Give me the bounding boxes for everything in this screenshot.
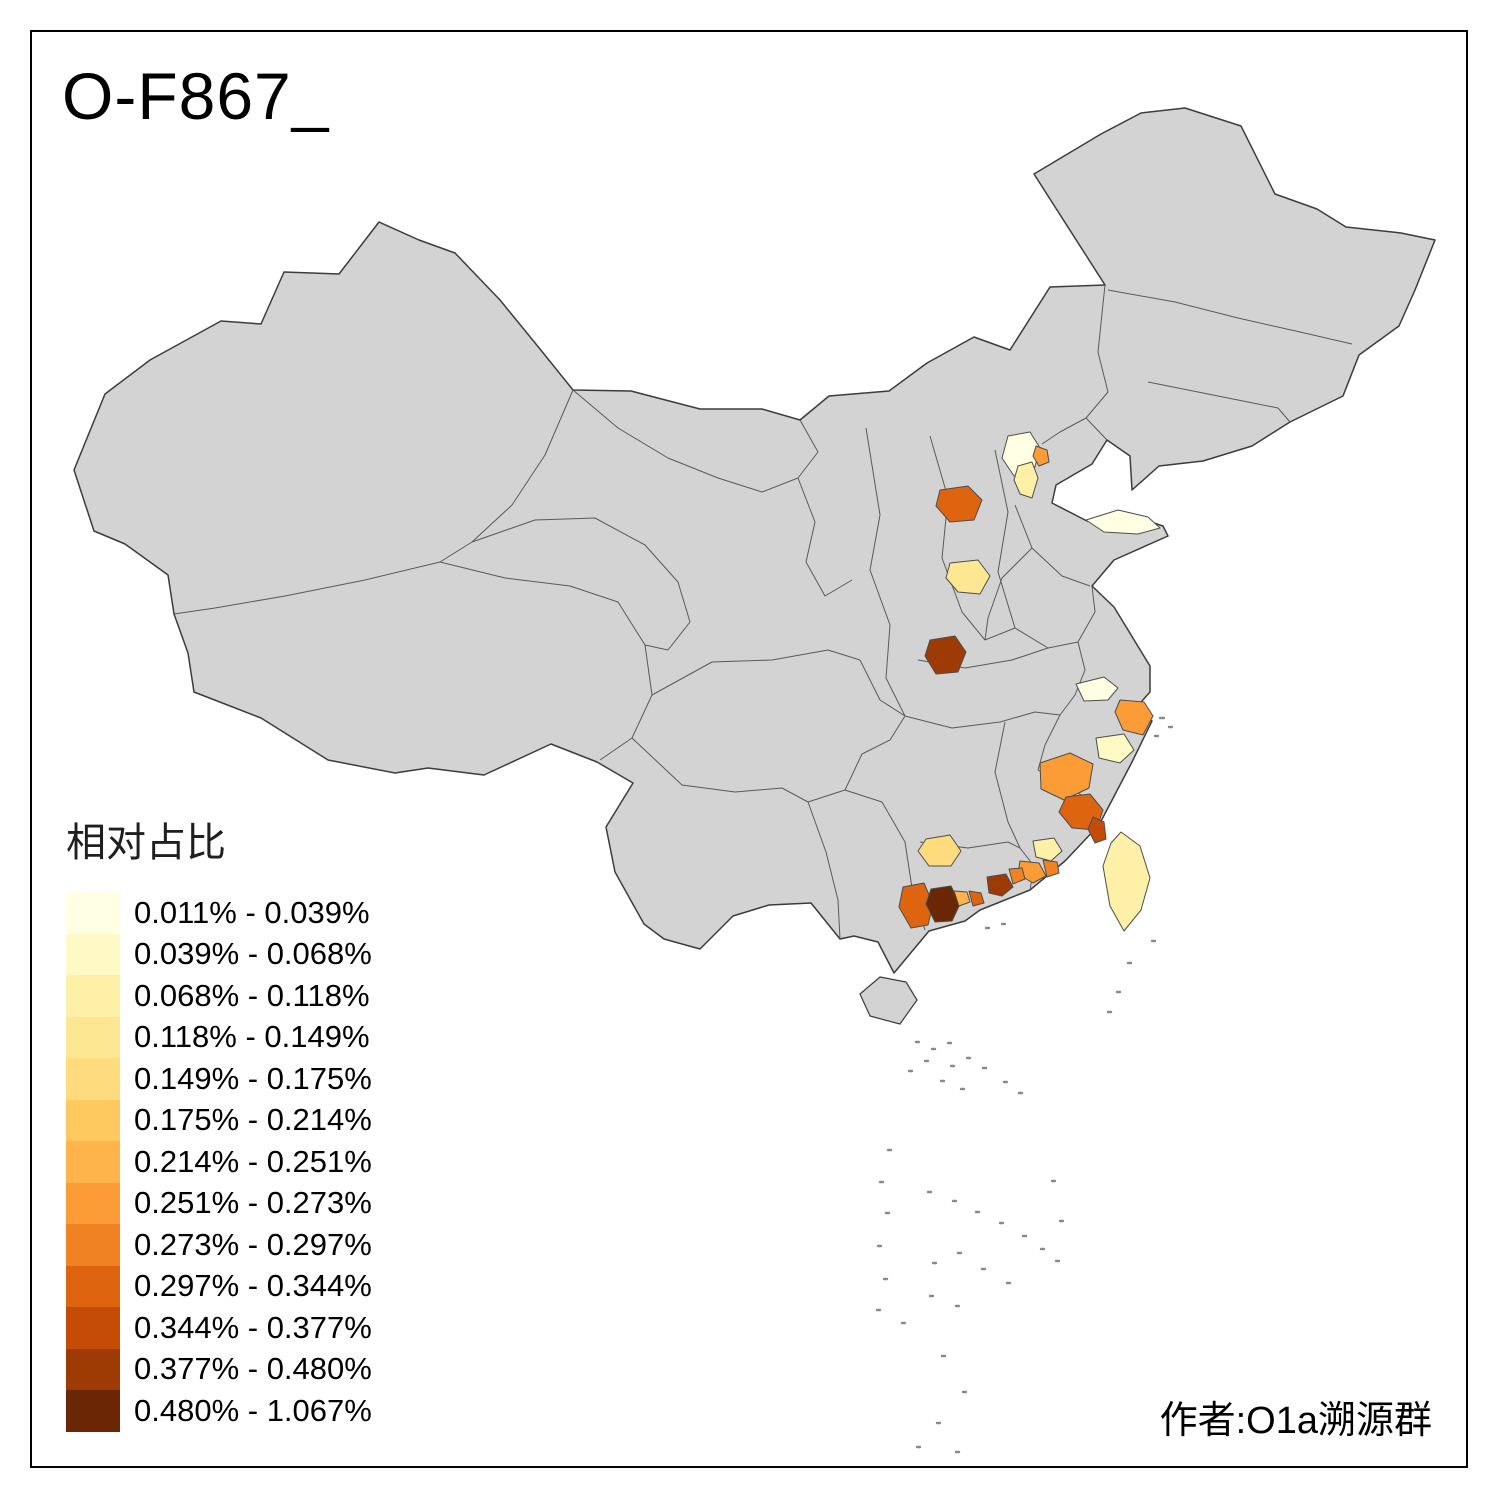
- legend-label: 0.251% - 0.273%: [134, 1185, 372, 1221]
- legend-item: 0.039% - 0.068%: [66, 933, 372, 975]
- legend-swatch: [66, 892, 120, 934]
- legend-item: 0.175% - 0.214%: [66, 1099, 372, 1141]
- map-region: [924, 635, 967, 675]
- province-border: [1147, 381, 1291, 423]
- legend-swatch: [66, 933, 120, 975]
- province-border: [807, 789, 846, 803]
- legend-label: 0.068% - 0.118%: [134, 977, 370, 1013]
- legend-label: 0.011% - 0.039%: [134, 894, 370, 930]
- province-border: [994, 449, 1016, 629]
- legend-swatch: [66, 1265, 120, 1307]
- map-region: [1102, 831, 1151, 932]
- province-border: [844, 789, 906, 843]
- province-border: [651, 649, 861, 696]
- province-border: [929, 435, 986, 641]
- province-border: [844, 715, 906, 791]
- map-region: [925, 885, 961, 923]
- legend-swatch: [66, 1058, 120, 1100]
- colored-regions: [898, 431, 1161, 932]
- map-region: [1039, 752, 1094, 801]
- legend-swatch: [66, 1224, 120, 1266]
- province-border: [1037, 714, 1061, 771]
- province-border: [904, 711, 1061, 729]
- legend-item: 0.149% - 0.175%: [66, 1058, 372, 1100]
- map-region: [953, 890, 971, 907]
- map-region: [986, 873, 1014, 897]
- legend-label: 0.175% - 0.214%: [134, 1102, 372, 1138]
- map-region: [898, 882, 934, 929]
- legend-label: 0.149% - 0.175%: [134, 1060, 372, 1096]
- map-region: [935, 485, 983, 523]
- legend-label: 0.273% - 0.297%: [134, 1226, 372, 1262]
- legend-item: 0.011% - 0.039%: [66, 892, 372, 934]
- map-region: [1042, 859, 1060, 878]
- figure-title: O-F867_: [62, 59, 330, 133]
- legend-item: 0.344% - 0.377%: [66, 1307, 372, 1349]
- map-region: [945, 559, 991, 595]
- legend-label: 0.039% - 0.068%: [134, 936, 372, 972]
- province-borders: [173, 284, 1353, 940]
- province-border: [865, 427, 906, 717]
- map-region: [1013, 461, 1039, 499]
- legend-label: 0.344% - 0.377%: [134, 1309, 372, 1345]
- legend-item: 0.251% - 0.273%: [66, 1182, 372, 1224]
- legend-item: 0.273% - 0.297%: [66, 1224, 372, 1266]
- hainan-island: [859, 976, 918, 1025]
- legend-label: 0.214% - 0.251%: [134, 1143, 372, 1179]
- legend-item: 0.377% - 0.480%: [66, 1348, 372, 1390]
- province-border: [572, 389, 819, 493]
- legend-label: 0.297% - 0.344%: [134, 1268, 372, 1304]
- map-region: [1008, 867, 1026, 885]
- province-border: [1107, 289, 1353, 345]
- province-border: [1041, 417, 1087, 445]
- map-region: [1085, 509, 1161, 535]
- legend-label: 0.480% - 1.067%: [134, 1392, 372, 1428]
- map-region: [968, 890, 985, 907]
- map-region: [1087, 816, 1107, 844]
- legend-items: 0.011% - 0.039% 0.039% - 0.068% 0.068% -…: [66, 892, 372, 1432]
- legend-swatch: [66, 1141, 120, 1183]
- legend-swatch: [66, 1307, 120, 1349]
- map-region: [1114, 699, 1154, 736]
- legend: 相对占比 0.011% - 0.039% 0.039% - 0.068% 0.0…: [66, 810, 372, 1432]
- map-region: [1095, 733, 1135, 764]
- province-border: [1014, 504, 1091, 587]
- province-border: [1085, 284, 1109, 441]
- map-region: [1032, 837, 1063, 862]
- province-border: [807, 801, 841, 940]
- province-border: [439, 389, 574, 563]
- legend-title: 相对占比: [66, 821, 226, 865]
- legend-swatch: [66, 1348, 120, 1390]
- map-region: [1032, 445, 1050, 467]
- sea-island-specks: [875, 716, 1174, 1454]
- province-border: [797, 477, 853, 597]
- legend-label: 0.377% - 0.480%: [134, 1351, 372, 1387]
- legend-swatch: [66, 1390, 120, 1432]
- map-region: [917, 834, 962, 867]
- province-border: [439, 561, 653, 761]
- province-border: [994, 721, 1021, 849]
- legend-swatch: [66, 1099, 120, 1141]
- legend-label: 0.118% - 0.149%: [134, 1019, 370, 1055]
- legend-item: 0.068% - 0.118%: [66, 975, 372, 1017]
- legend-item: 0.214% - 0.251%: [66, 1141, 372, 1183]
- province-border: [984, 547, 1033, 641]
- attribution: 作者:O1a溯源群: [1159, 1400, 1432, 1442]
- legend-swatch: [66, 1016, 120, 1058]
- province-border: [173, 561, 441, 615]
- province-border: [859, 659, 906, 717]
- map-region: [1075, 676, 1119, 702]
- province-border: [631, 737, 809, 803]
- mainland-outline: [73, 107, 1436, 974]
- province-border: [984, 585, 1096, 649]
- legend-item: 0.480% - 1.067%: [66, 1390, 372, 1432]
- legend-item: 0.118% - 0.149%: [66, 1016, 372, 1058]
- legend-swatch: [66, 975, 120, 1017]
- legend-item: 0.297% - 0.344%: [66, 1265, 372, 1307]
- legend-swatch: [66, 1182, 120, 1224]
- province-border: [471, 517, 691, 651]
